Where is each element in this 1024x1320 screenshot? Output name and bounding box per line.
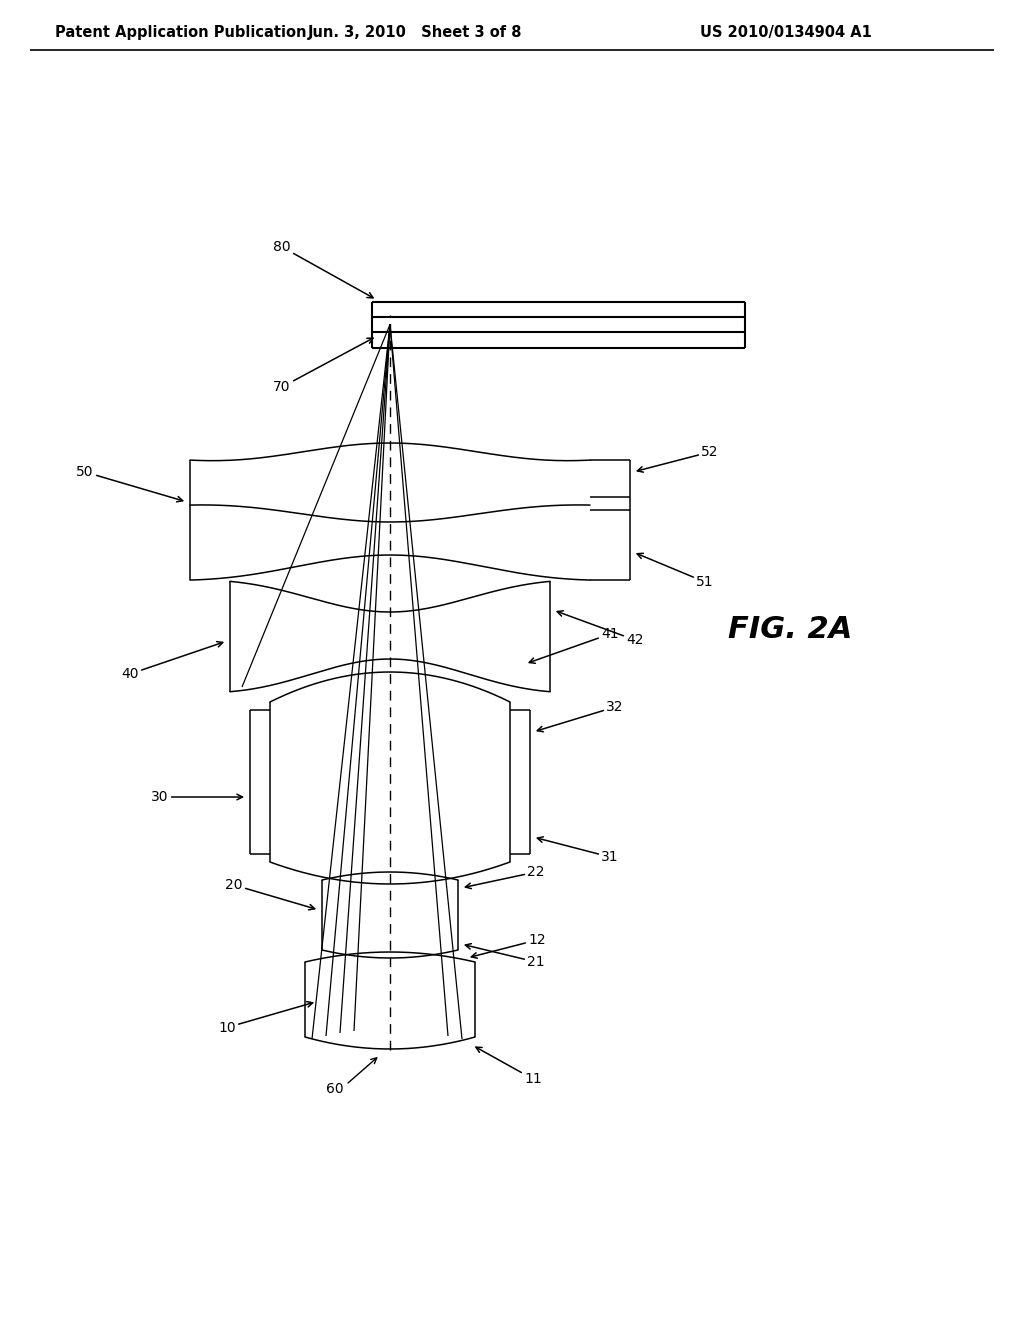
Text: 80: 80 (273, 240, 373, 298)
Text: 21: 21 (465, 944, 545, 969)
Text: 11: 11 (476, 1047, 542, 1086)
Text: 42: 42 (557, 611, 644, 647)
Text: 20: 20 (225, 878, 314, 909)
Text: 60: 60 (327, 1082, 344, 1096)
Text: Patent Application Publication: Patent Application Publication (55, 25, 306, 40)
Text: 31: 31 (538, 837, 618, 865)
Text: US 2010/0134904 A1: US 2010/0134904 A1 (700, 25, 871, 40)
Text: 41: 41 (529, 627, 618, 663)
Text: 51: 51 (637, 553, 714, 589)
Text: FIG. 2A: FIG. 2A (728, 615, 852, 644)
Text: 52: 52 (637, 445, 719, 473)
Text: 32: 32 (538, 700, 624, 731)
Text: 50: 50 (76, 465, 182, 502)
Text: 10: 10 (218, 1002, 312, 1035)
Text: Jun. 3, 2010   Sheet 3 of 8: Jun. 3, 2010 Sheet 3 of 8 (308, 25, 522, 40)
Text: 22: 22 (465, 865, 545, 888)
Text: 12: 12 (471, 933, 546, 958)
Text: 70: 70 (273, 338, 373, 393)
Text: 40: 40 (121, 642, 223, 681)
Text: 30: 30 (152, 789, 243, 804)
